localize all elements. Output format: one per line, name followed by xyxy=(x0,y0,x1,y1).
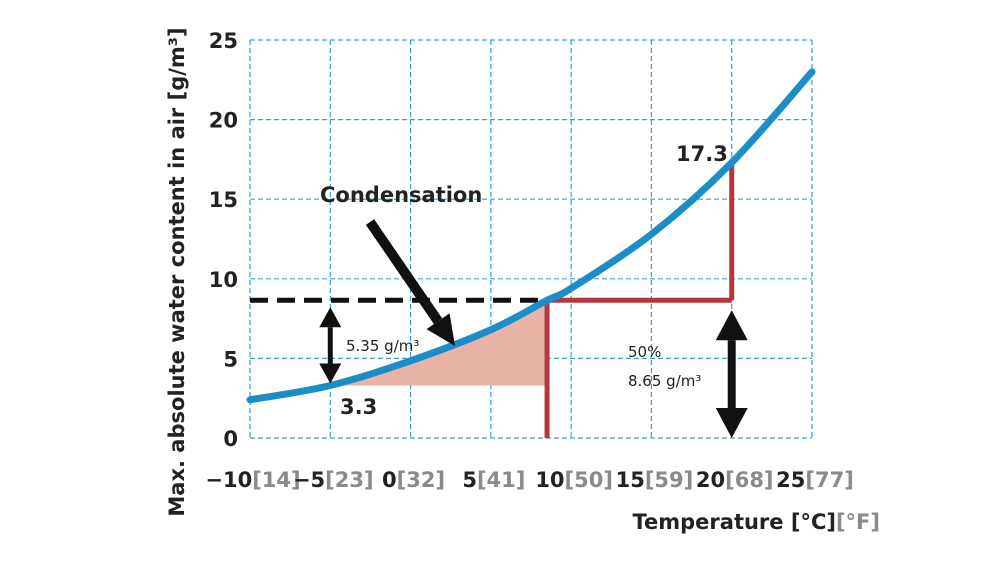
absolute-humidity-arrow-head-up xyxy=(715,310,748,341)
x-tick-fahrenheit: [68] xyxy=(725,468,773,492)
x-axis-label-fahrenheit: [°F] xyxy=(836,510,880,534)
x-tick-fahrenheit: [32] xyxy=(397,468,445,492)
value-label-3-3: 3.3 xyxy=(340,395,377,419)
x-tick-celsius: 10 xyxy=(535,468,564,492)
x-tick-label: 20[68] xyxy=(696,468,774,492)
absolute-humidity-arrow xyxy=(715,310,748,438)
x-axis-label: Temperature [°C][°F] xyxy=(632,510,880,534)
x-tick-fahrenheit: [41] xyxy=(477,468,525,492)
x-tick-fahrenheit: [59] xyxy=(645,468,693,492)
x-axis-label-celsius: Temperature [°C] xyxy=(632,510,835,534)
x-tick-fahrenheit: [50] xyxy=(565,468,613,492)
y-axis-label: Max. absolute water content in air [g/m³… xyxy=(165,27,189,516)
x-tick-label: 10[50] xyxy=(535,468,613,492)
x-tick-celsius: 20 xyxy=(696,468,725,492)
reference-lines xyxy=(250,162,735,438)
difference-arrow xyxy=(319,307,342,384)
absolute-humidity-label: 8.65 g/m³ xyxy=(628,372,701,390)
absolute-humidity-arrow-head-down xyxy=(715,408,748,438)
saturation-curve xyxy=(246,68,816,404)
y-tick-label: 20 xyxy=(209,109,238,133)
x-tick-celsius: −5 xyxy=(293,468,325,492)
x-tick-celsius: 0 xyxy=(382,468,397,492)
x-tick-label: −10[14] xyxy=(205,468,300,492)
y-tick-label: 10 xyxy=(209,268,238,292)
difference-label: 5.35 g/m³ xyxy=(346,337,419,355)
x-tick-label: −5[23] xyxy=(293,468,374,492)
relative-humidity-label: 50% xyxy=(628,343,661,361)
difference-arrow-head-up xyxy=(319,307,342,328)
x-tick-celsius: 5 xyxy=(462,468,477,492)
x-tick-label: 5[41] xyxy=(462,468,525,492)
x-tick-fahrenheit: [14] xyxy=(252,468,300,492)
condensation-fill xyxy=(330,300,548,386)
condensation-label: Condensation xyxy=(320,183,482,207)
x-tick-celsius: 15 xyxy=(616,468,645,492)
condensation-pointer-head xyxy=(426,313,455,346)
condensation-pointer-shaft xyxy=(365,219,443,325)
x-tick-label: 25[77] xyxy=(776,468,854,492)
value-label-17-3: 17.3 xyxy=(676,142,728,166)
y-tick-label: 15 xyxy=(209,188,238,212)
condensation-area xyxy=(330,300,548,386)
x-tick-label: 15[59] xyxy=(616,468,694,492)
x-tick-label: 0[32] xyxy=(382,468,445,492)
arrows xyxy=(319,219,748,438)
x-tick-celsius: −10 xyxy=(205,468,252,492)
saturation-curve-line xyxy=(246,68,816,404)
difference-arrow-head-down xyxy=(319,363,342,384)
y-tick-label: 25 xyxy=(209,29,238,53)
x-tick-fahrenheit: [23] xyxy=(325,468,373,492)
x-tick-fahrenheit: [77] xyxy=(805,468,853,492)
y-tick-label: 5 xyxy=(223,347,238,371)
y-tick-label: 0 xyxy=(223,427,238,451)
x-tick-celsius: 25 xyxy=(776,468,805,492)
